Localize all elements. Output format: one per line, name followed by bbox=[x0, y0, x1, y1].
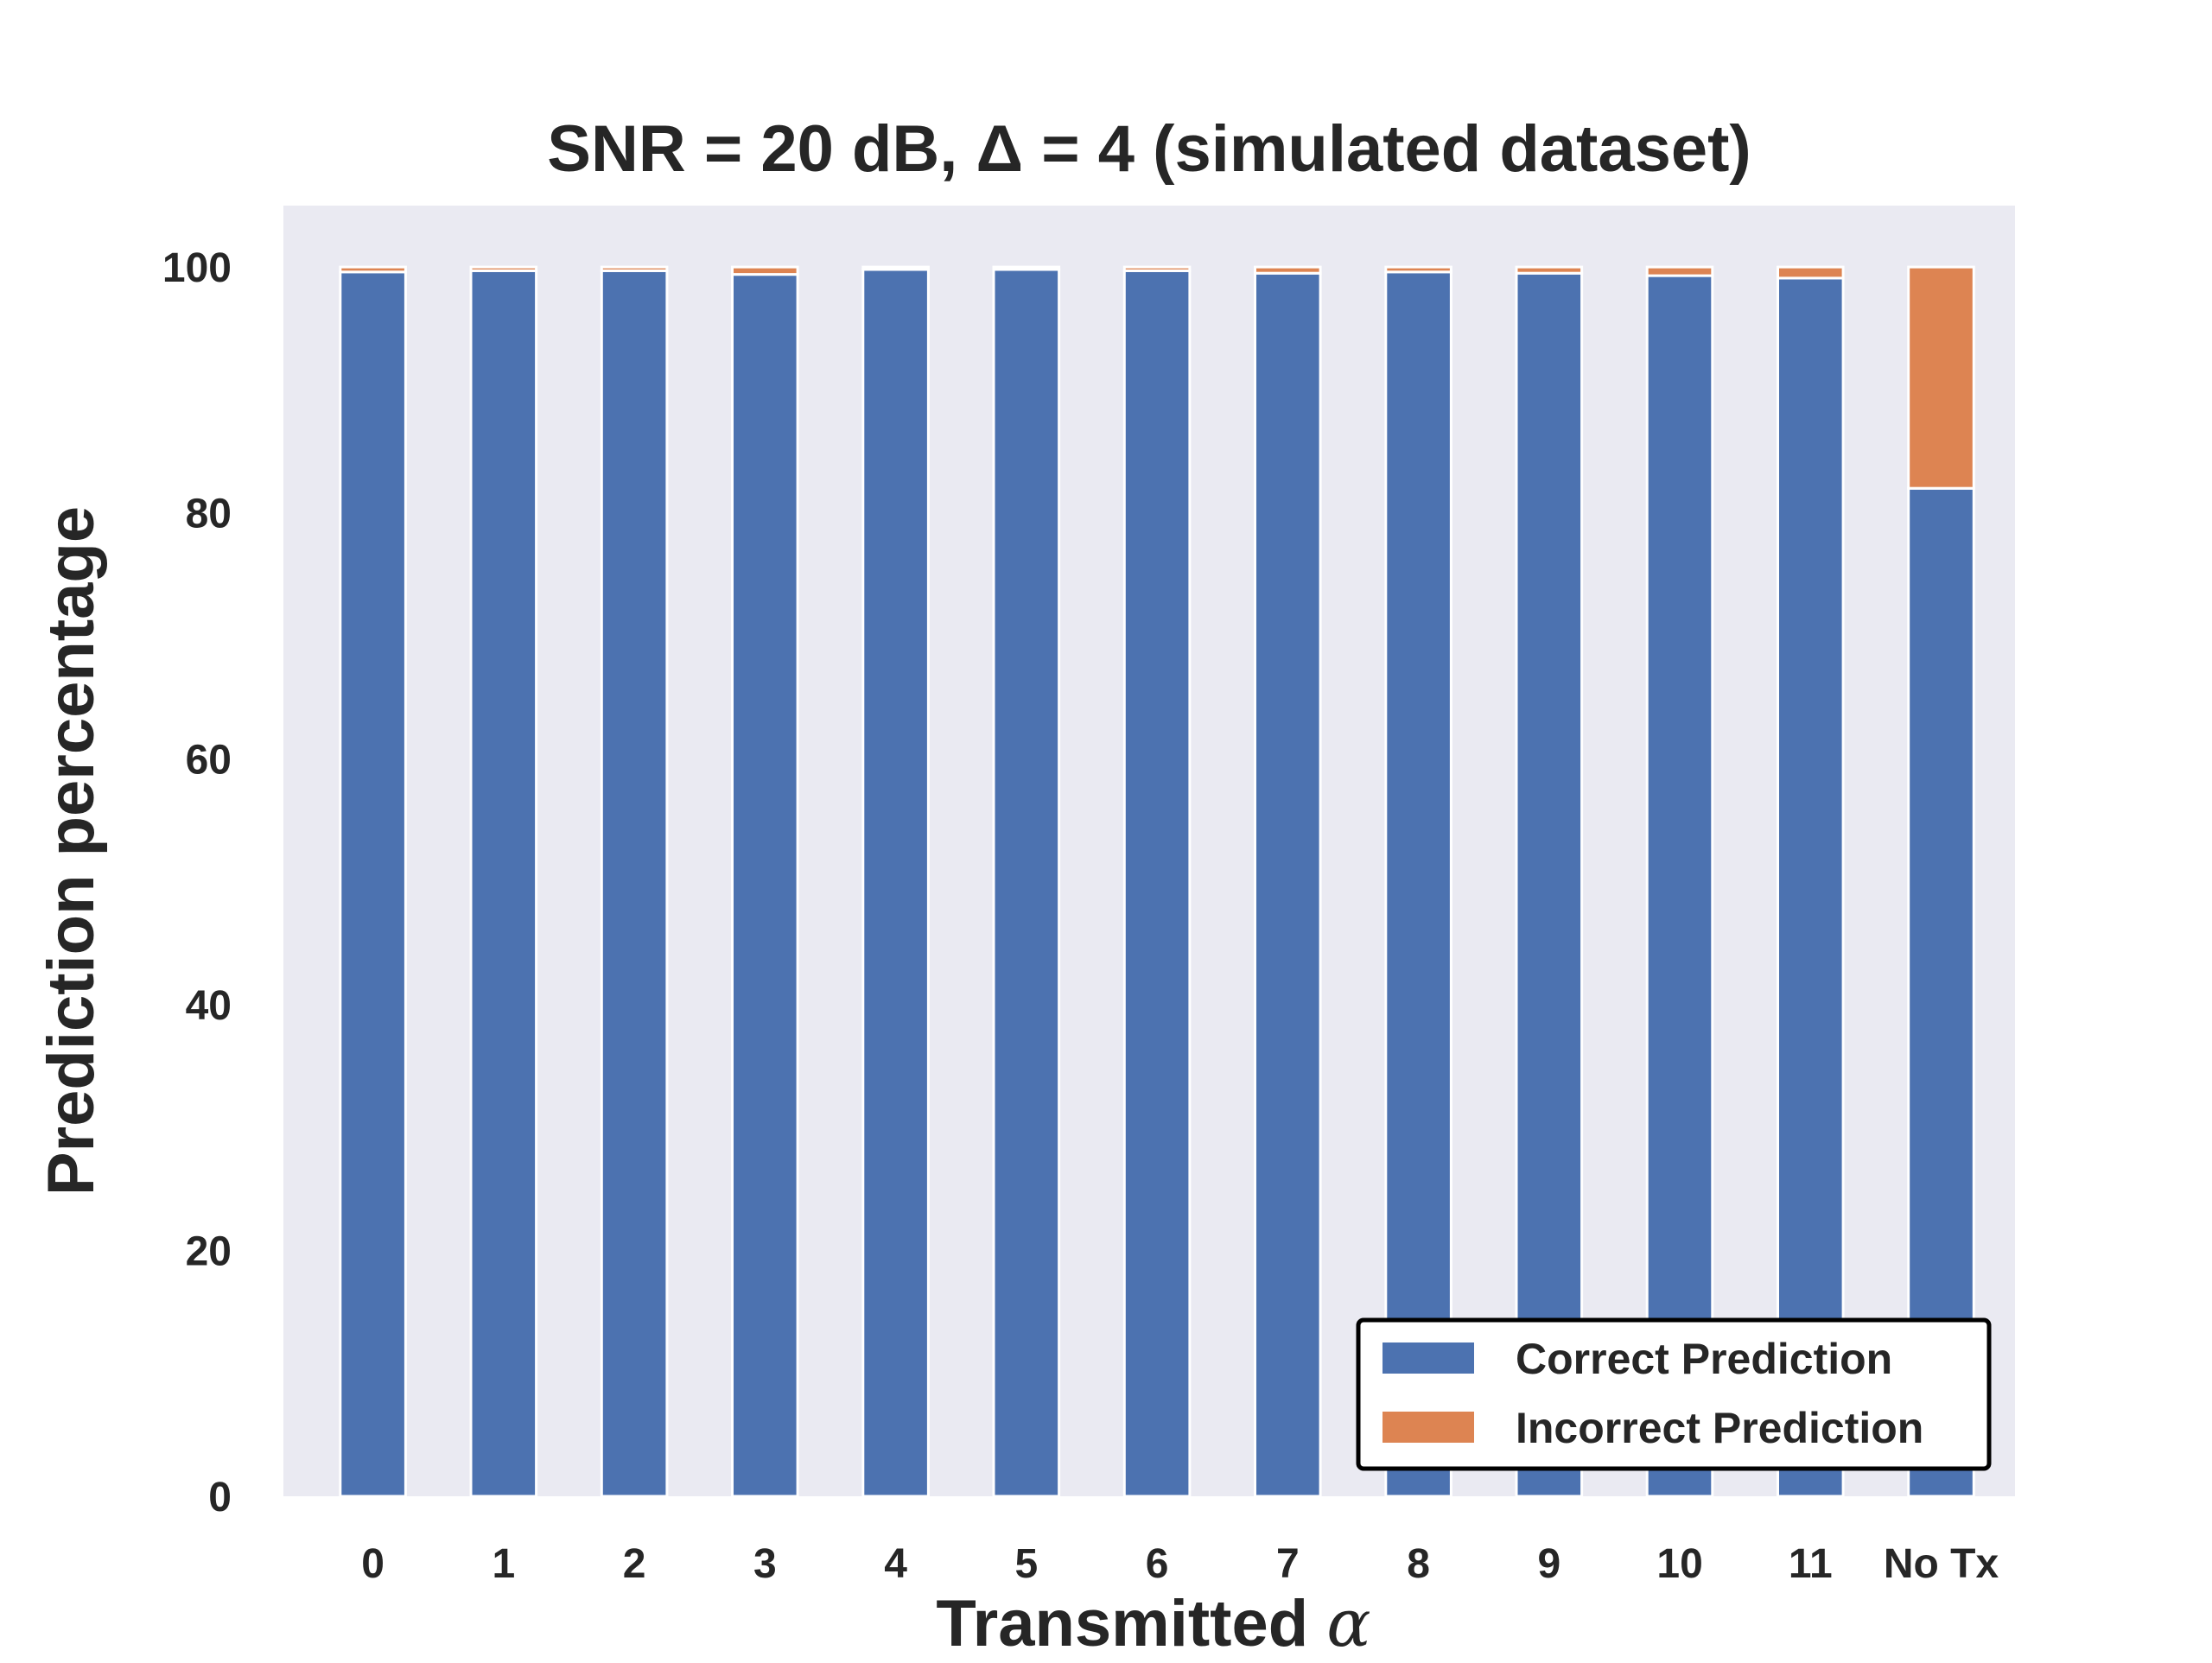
bar-correct-7 bbox=[1254, 271, 1322, 1498]
x-tick-label: 4 bbox=[884, 1541, 907, 1587]
bar-incorrect-10 bbox=[1645, 265, 1714, 277]
bar-incorrect-5 bbox=[992, 265, 1061, 271]
legend-label-correct: Correct Prediction bbox=[1516, 1335, 1892, 1383]
bar-incorrect-0 bbox=[339, 265, 407, 274]
bar-incorrect-4 bbox=[861, 265, 930, 271]
bar-correct-6 bbox=[1122, 269, 1192, 1498]
bar-correct-9 bbox=[1515, 271, 1584, 1498]
bar-correct-3 bbox=[731, 273, 799, 1498]
y-tick-label: 40 bbox=[186, 983, 232, 1029]
x-axis-label-text: Transmitted bbox=[936, 1587, 1308, 1659]
x-axis-label-symbol: α bbox=[1326, 1584, 1370, 1659]
bar-incorrect-3 bbox=[731, 265, 799, 276]
y-axis-label: Prediction percentage bbox=[35, 506, 108, 1196]
x-tick-label: 5 bbox=[1014, 1541, 1038, 1587]
x-tick-label: 8 bbox=[1407, 1541, 1430, 1587]
bar-incorrect-2 bbox=[600, 265, 669, 272]
x-tick-label: 3 bbox=[753, 1541, 777, 1587]
bar-incorrect-11 bbox=[1777, 265, 1845, 280]
bars-layer bbox=[339, 265, 1975, 1498]
x-tick-label: 11 bbox=[1789, 1541, 1833, 1587]
y-tick-label: 100 bbox=[162, 245, 232, 291]
chart-title: SNR = 20 dB, Δ = 4 (simulated dataset) bbox=[547, 112, 1751, 186]
legend: Correct Prediction Incorrect Prediction bbox=[1356, 1317, 1992, 1471]
x-tick-label: 6 bbox=[1146, 1541, 1169, 1587]
bar-correct-8 bbox=[1384, 270, 1452, 1498]
bar-incorrect-9 bbox=[1515, 265, 1584, 275]
legend-swatch-incorrect bbox=[1382, 1412, 1474, 1443]
bar-incorrect-12 bbox=[1907, 265, 1975, 490]
bar-incorrect-8 bbox=[1384, 265, 1452, 274]
x-tick-label: No Tx bbox=[1884, 1541, 1999, 1587]
legend-label-incorrect: Incorrect Prediction bbox=[1516, 1404, 1923, 1452]
y-tick-label: 80 bbox=[186, 492, 232, 537]
y-ticks: 0 20 40 60 80 100 bbox=[162, 245, 232, 1520]
bar-correct-11 bbox=[1777, 276, 1845, 1498]
bar-incorrect-1 bbox=[469, 265, 538, 272]
bar-correct-2 bbox=[600, 269, 669, 1498]
legend-swatch-correct bbox=[1382, 1342, 1474, 1374]
x-tick-label: 7 bbox=[1276, 1541, 1300, 1587]
bar-incorrect-6 bbox=[1122, 265, 1192, 272]
x-ticks: 0 1 2 3 4 5 6 7 8 9 10 11 No Tx bbox=[361, 1541, 1999, 1587]
bar-correct-4 bbox=[861, 268, 930, 1498]
y-tick-label: 0 bbox=[208, 1475, 232, 1520]
bar-incorrect-7 bbox=[1254, 265, 1322, 275]
x-tick-label: 1 bbox=[492, 1541, 515, 1587]
bar-correct-1 bbox=[469, 269, 538, 1498]
y-tick-label: 60 bbox=[186, 737, 232, 783]
x-axis-label: Transmitted α bbox=[936, 1584, 1370, 1659]
bar-correct-5 bbox=[992, 268, 1061, 1498]
x-tick-label: 2 bbox=[623, 1541, 646, 1587]
y-tick-label: 20 bbox=[186, 1228, 232, 1274]
x-tick-label: 0 bbox=[361, 1541, 385, 1587]
legend-box bbox=[1356, 1317, 1992, 1471]
x-tick-label: 10 bbox=[1656, 1541, 1702, 1587]
x-tick-label: 9 bbox=[1537, 1541, 1560, 1587]
bar-correct-10 bbox=[1645, 274, 1714, 1498]
bar-correct-0 bbox=[339, 270, 407, 1498]
